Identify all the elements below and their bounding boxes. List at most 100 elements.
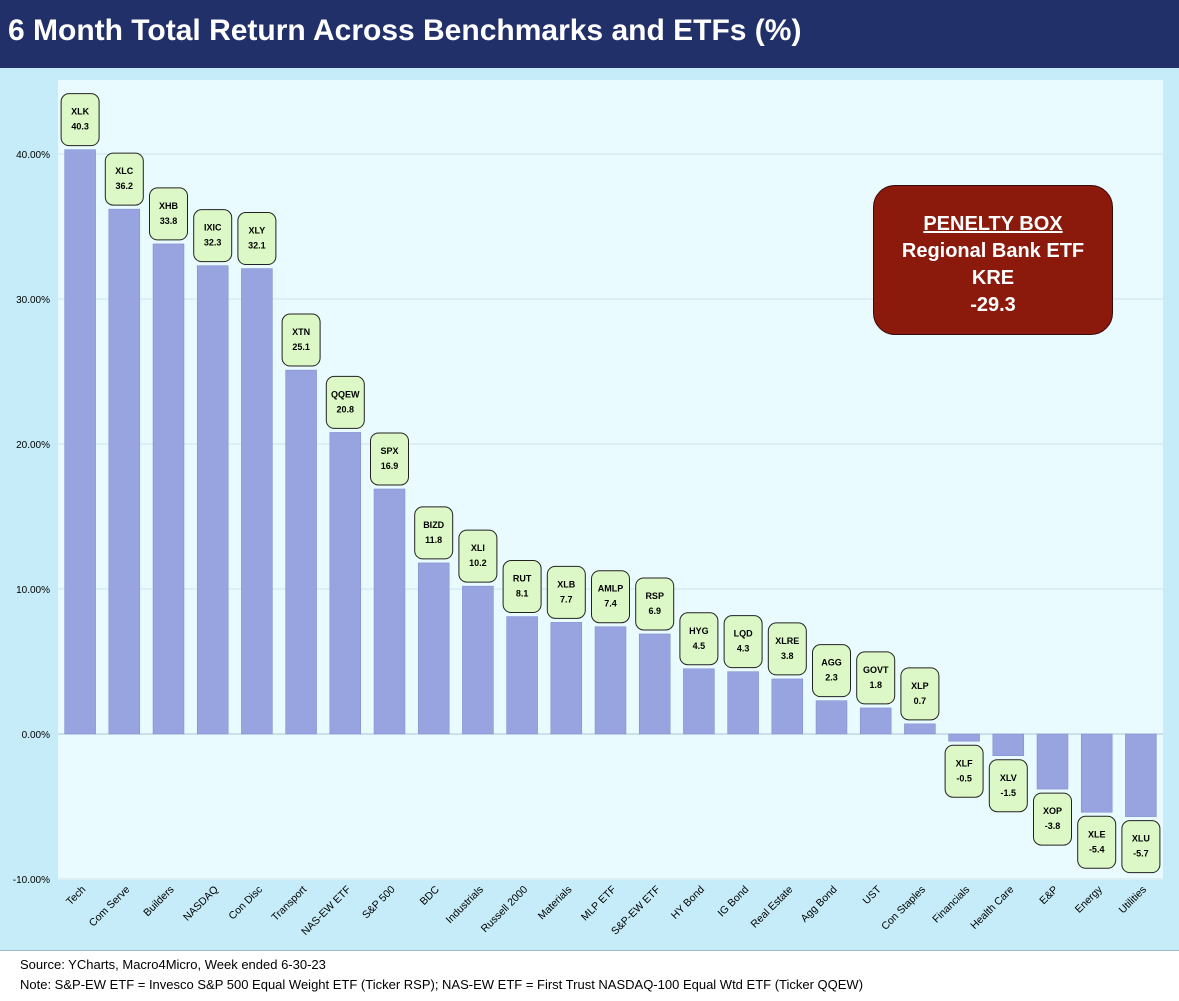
bar [550,622,583,735]
data-label-box [281,313,321,367]
bar [1125,733,1157,817]
data-label-ticker: RUT [513,574,532,584]
data-label-value: 20.8 [337,404,355,414]
data-label-value: 32.1 [248,241,266,251]
data-label-box [370,432,409,486]
data-label-ticker: QQEW [331,389,360,399]
data-label-value: 4.3 [737,644,750,654]
x-tick-label: Builders [141,884,176,919]
data-label-box [988,759,1028,813]
chart-area: -10.00% 0.00% 10.00% 20.00% 30.00% 40.00% XLK 4… [0,68,1179,950]
data-label-ticker: AGG [821,658,842,668]
data-label-value: 0.7 [914,696,927,706]
bar [152,243,185,735]
penalty-box-line1: Regional Bank ETF [901,240,1085,262]
data-label-value: 11.8 [425,535,442,545]
y-tick-label: 20.00% [16,440,50,451]
bar [417,562,450,735]
data-label-box [546,565,586,619]
bar [241,268,273,735]
x-tick-label: E&P [1037,884,1060,907]
definitions-note: Note: S&P-EW ETF = Invesco S&P 500 Equal… [20,977,864,992]
data-label-box [193,209,233,263]
x-tick-label: IG Bond [715,884,751,920]
data-label-box [325,375,365,429]
data-label-ticker: AMLP [598,584,624,594]
bar [683,668,715,735]
bar [462,585,494,735]
bar [329,432,362,735]
data-label-ticker: IXIC [204,223,222,233]
data-label-ticker: HYG [689,626,709,636]
data-label-box [414,506,454,560]
data-label-value: -1.5 [1001,788,1017,798]
data-label-box [1077,815,1117,869]
data-label-ticker: XTN [292,327,310,337]
x-tick-label: Materials [536,884,575,923]
x-tick-label: HY Bond [669,884,707,922]
bar [815,700,848,735]
penalty-box-title: PENELTY BOX [923,213,1063,235]
x-tick-label: Utilities [1117,884,1149,916]
data-label-box [60,93,100,147]
x-tick-label: NASDAQ [181,884,221,924]
data-label-value: 3.8 [781,651,794,661]
data-label-box [812,644,851,698]
bar [948,733,980,742]
data-label-box [237,212,277,266]
data-label-ticker: XLI [471,543,485,553]
bar [506,616,538,735]
bar [1036,733,1069,790]
data-label-value: 25.1 [292,342,310,352]
x-tick-label: Com Serve [87,884,133,930]
data-label-value: -0.5 [956,773,972,783]
data-label-ticker: BIZD [423,520,444,530]
x-tick-label: Real Estate [749,884,796,931]
x-tick-label: Health Care [968,884,1016,932]
data-label-box [767,622,807,676]
penalty-box-ticker: KRE [971,267,1015,289]
data-label-value: 4.5 [693,641,706,651]
bar [859,707,892,735]
x-tick-label: Con Staples [879,884,928,933]
data-label-value: 2.3 [825,673,838,683]
data-label-box [856,651,896,705]
title-bar: 6 Month Total Return Across Benchmarks a… [0,0,1179,68]
bar [373,488,406,735]
bar [638,633,671,735]
data-label-ticker: XLE [1088,829,1106,839]
bar [1080,733,1113,813]
data-label-value: 1.8 [869,680,882,690]
data-label-ticker: XLC [115,166,134,176]
data-label-ticker: XLV [1000,773,1017,783]
bar [771,678,804,735]
x-tick-label: Russell 2000 [479,884,531,936]
y-tick-label: 30.00% [16,295,50,306]
data-label-ticker: XLY [249,226,266,236]
bar [594,626,627,735]
bar [727,671,759,735]
footer: Source: YCharts, Macro4Micro, Week ended… [0,950,1179,1001]
y-tick-label: 40.00% [16,150,50,161]
data-label-ticker: XLK [71,107,90,117]
data-label-value: 36.2 [116,181,134,191]
x-tick-label: Con Disc [226,884,265,923]
data-label-box [900,667,940,721]
bar [64,149,96,735]
y-tick-label: 0.00% [22,730,50,741]
bar [108,208,141,735]
data-label-value: 10.2 [469,558,487,568]
data-label-value: 40.3 [71,122,89,132]
bar [992,733,1025,756]
data-label-value: -5.4 [1089,844,1105,854]
data-label-box [1033,792,1072,846]
data-label-box [458,529,498,583]
data-label-ticker: LQD [734,629,753,639]
bar [285,369,317,735]
data-label-value: 32.3 [204,238,222,248]
x-tick-label: Agg Bond [799,884,840,925]
data-label-value: 33.8 [160,216,178,226]
data-label-ticker: XOP [1043,806,1062,816]
data-label-box [104,152,144,206]
data-label-ticker: XLB [557,579,576,589]
